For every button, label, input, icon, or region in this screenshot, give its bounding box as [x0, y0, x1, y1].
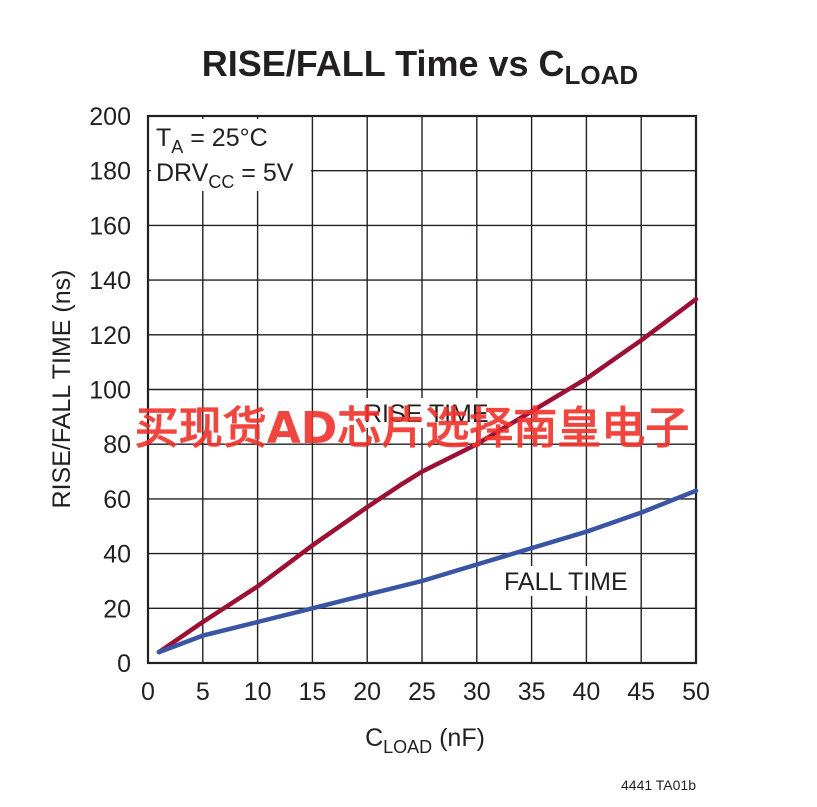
condition-supply: DRVCC = 5V	[156, 159, 294, 192]
rise-time-line	[156, 296, 699, 655]
condition-temperature: TA = 25°C	[156, 124, 268, 157]
y-tick-label-100: 100	[89, 377, 131, 405]
condition-temperature-subscript: A	[171, 137, 183, 157]
y-tick-label-200: 200	[89, 103, 131, 131]
x-tick-label-50: 50	[682, 678, 710, 706]
rise-time-point-2	[255, 584, 260, 589]
x-axis-label-main: C	[365, 724, 383, 752]
x-tick-label-15: 15	[298, 678, 326, 706]
x-axis-label: CLOAD (nF)	[365, 724, 485, 757]
y-tick-label-160: 160	[89, 212, 131, 240]
rise-time-point-1	[200, 619, 205, 625]
x-tick-label-35: 35	[518, 678, 546, 706]
y-tick-label-180: 180	[89, 158, 131, 186]
y-tick-label-140: 140	[89, 267, 131, 295]
y-tick-label-80: 80	[103, 431, 131, 459]
x-tick-label-40: 40	[572, 678, 600, 706]
rise-time-point-8	[529, 409, 534, 414]
fall-time-label: FALL TIME	[504, 568, 628, 596]
grid-lines	[146, 114, 698, 665]
condition-supply-subscript: CC	[208, 172, 234, 192]
fall-time-point-10	[693, 488, 699, 493]
x-tick-label-30: 30	[463, 678, 491, 706]
fall-time-point-6	[474, 562, 479, 567]
x-tick-label-25: 25	[408, 678, 436, 706]
fall-time-point-2	[255, 619, 260, 625]
rise-time-point-10	[639, 338, 644, 343]
plot-frame	[146, 114, 698, 665]
x-tick-label-5: 5	[196, 678, 210, 706]
y-tick-label-0: 0	[117, 650, 131, 678]
y-axis-label: RISE/FALL TIME (ns)	[48, 270, 76, 509]
fall-time-point-5	[419, 578, 425, 584]
chart-title-main: RISE/FALL Time vs C	[202, 43, 565, 84]
data-series	[156, 296, 699, 655]
fall-time-point-3	[310, 606, 315, 611]
chart-title: RISE/FALL Time vs CLOAD	[202, 43, 638, 90]
x-tick-label-0: 0	[141, 678, 155, 706]
rise-time-point-3	[310, 543, 315, 548]
fall-time-point-7	[529, 545, 534, 551]
fall-time-point-9	[639, 510, 644, 515]
watermark-text: 买现货AD芯片选择南皇电子	[135, 403, 690, 454]
condition-supply-value: = 5V	[234, 159, 293, 187]
condition-supply-main: DRV	[156, 159, 209, 187]
fall-time-point-4	[365, 592, 370, 597]
x-tick-labels: 0 5 10 15 20 25 30 35 40 45 50	[141, 678, 710, 706]
y-tick-label-40: 40	[103, 541, 131, 569]
rise-time-label: RISE TIME	[364, 400, 489, 428]
rise-time-point-5	[397, 483, 403, 488]
rise-time-point-11	[693, 297, 699, 302]
figure-code: 4441 TA01b	[621, 777, 696, 793]
fall-time-point-1	[200, 633, 205, 638]
rise-time-point-9	[584, 376, 589, 381]
y-tick-label-120: 120	[89, 322, 131, 350]
fall-label-background	[502, 566, 632, 596]
y-tick-label-20: 20	[103, 595, 131, 623]
x-tick-label-10: 10	[244, 678, 272, 706]
rise-label-background	[362, 398, 490, 428]
fall-time-point-0	[156, 649, 162, 655]
x-tick-label-45: 45	[627, 678, 655, 706]
conditions-background	[151, 119, 311, 191]
y-tick-labels: 0 20 40 60 80 100 120 140 160 180 200	[89, 103, 131, 678]
x-axis-label-subscript: LOAD	[383, 737, 432, 757]
x-axis-label-unit: (nF)	[432, 724, 485, 752]
y-tick-label-60: 60	[103, 486, 131, 514]
rise-time-point-4	[365, 504, 370, 510]
condition-temperature-value: = 25°C	[183, 124, 267, 152]
chart-title-subscript: LOAD	[565, 60, 639, 90]
x-tick-label-20: 20	[353, 678, 381, 706]
rise-time-point-6	[419, 469, 425, 474]
fall-time-point-8	[584, 529, 589, 534]
rise-time-point-7	[474, 442, 479, 447]
condition-temperature-main: T	[156, 124, 171, 152]
